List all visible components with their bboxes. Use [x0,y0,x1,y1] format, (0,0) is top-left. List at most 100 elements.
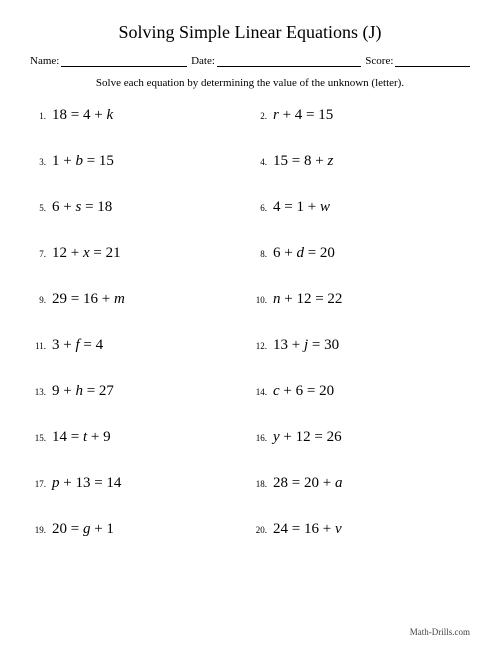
header-row: Name: Date: Score: [30,55,470,67]
equation-lhs: 20 [52,521,67,537]
equation: c + 6 = 20 [273,383,334,400]
page-title: Solving Simple Linear Equations (J) [30,22,470,43]
problem-item: 9.29 = 16 + m [34,291,245,308]
problem-number: 4. [255,157,273,167]
equation-term-b: + 6 = 20 [280,383,334,399]
equals-sign: = [288,153,304,169]
problem-number: 3. [34,157,52,167]
equation: 6 + d = 20 [273,245,335,262]
equation-term-b: = 30 [308,337,339,353]
equation-variable: d [296,245,304,261]
problem-item: 15.14 = t + 9 [34,429,245,446]
equation-lhs: 18 [52,107,67,123]
score-line[interactable] [395,55,470,67]
equals-sign: = [67,429,83,445]
equation-term-b: = 18 [81,199,112,215]
problem-number: 10. [255,295,273,305]
equals-sign: = [67,107,83,123]
equals-sign: = [281,199,297,215]
equation-term-b: + 9 [87,429,110,445]
equation-term-b: = 15 [83,153,114,169]
equation: 9 + h = 27 [52,383,114,400]
instructions: Solve each equation by determining the v… [30,77,470,89]
equation: 14 = t + 9 [52,429,111,446]
equation-term-b: + 13 = 14 [60,475,122,491]
equation: 29 = 16 + m [52,291,125,308]
equation-variable: y [273,429,280,445]
equals-sign: = [288,475,304,491]
date-line[interactable] [217,55,361,67]
equation-term-b: = 21 [90,245,121,261]
problem-item: 19.20 = g + 1 [34,521,245,538]
problem-grid: 1.18 = 4 + k2.r + 4 = 153.1 + b = 154.15… [30,107,470,538]
equation-term-a: 6 + [273,245,296,261]
equation-term-a: 16 + [304,521,335,537]
equation-variable: b [75,153,83,169]
equation-term-a: 9 + [52,383,75,399]
equation-term-b: + 1 [90,521,113,537]
equation: y + 12 = 26 [273,429,342,446]
equation-variable: k [106,107,113,123]
equation-lhs: 15 [273,153,288,169]
equation: 3 + f = 4 [52,337,103,354]
equals-sign: = [67,291,83,307]
equation-term-a: 1 + [296,199,319,215]
problem-item: 16.y + 12 = 26 [255,429,466,446]
equation-term-b: + 12 = 26 [280,429,342,445]
problem-number: 19. [34,525,52,535]
problem-number: 15. [34,433,52,443]
equation-term-a: 6 + [52,199,75,215]
problem-number: 5. [34,203,52,213]
name-line[interactable] [61,55,187,67]
equation: n + 12 = 22 [273,291,342,308]
problem-number: 11. [34,341,52,351]
problem-number: 7. [34,249,52,259]
equation-lhs: 28 [273,475,288,491]
problem-number: 17. [34,479,52,489]
equation: 4 = 1 + w [273,199,330,216]
problem-number: 8. [255,249,273,259]
equation-variable: w [320,199,330,215]
problem-item: 4.15 = 8 + z [255,153,466,170]
equation: 18 = 4 + k [52,107,113,124]
problem-number: 9. [34,295,52,305]
equation-term-a: 3 + [52,337,75,353]
problem-item: 10.n + 12 = 22 [255,291,466,308]
equation-term-b: = 20 [304,245,335,261]
equation: 24 = 16 + v [273,521,342,538]
equation-term-a: 8 + [304,153,327,169]
equation-variable: n [273,291,281,307]
equation-variable: x [83,245,90,261]
equation-variable: a [335,475,343,491]
equals-sign: = [288,521,304,537]
problem-item: 5.6 + s = 18 [34,199,245,216]
equation: 12 + x = 21 [52,245,121,262]
equation-lhs: 4 [273,199,281,215]
date-field: Date: [191,55,361,67]
name-field: Name: [30,55,187,67]
equation: 28 = 20 + a [273,475,342,492]
problem-number: 12. [255,341,273,351]
equation-term-b: + 4 = 15 [279,107,333,123]
equation-term-b: + 12 = 22 [281,291,343,307]
problem-item: 20.24 = 16 + v [255,521,466,538]
problem-item: 12.13 + j = 30 [255,337,466,354]
problem-item: 17.p + 13 = 14 [34,475,245,492]
equation: 15 = 8 + z [273,153,333,170]
problem-item: 13.9 + h = 27 [34,383,245,400]
equation: 1 + b = 15 [52,153,114,170]
problem-number: 13. [34,387,52,397]
equation-term-a: 1 + [52,153,75,169]
equation: 20 = g + 1 [52,521,114,538]
equation: 13 + j = 30 [273,337,339,354]
equation-term-a: 13 + [273,337,304,353]
equation-term-a: 12 + [52,245,83,261]
date-label: Date: [191,55,215,67]
equation-term-a: 4 + [83,107,106,123]
problem-item: 6.4 = 1 + w [255,199,466,216]
equation: r + 4 = 15 [273,107,333,124]
equation-variable: p [52,475,60,491]
equation-variable: h [75,383,83,399]
equation-lhs: 24 [273,521,288,537]
equation-term-a: 16 + [83,291,114,307]
